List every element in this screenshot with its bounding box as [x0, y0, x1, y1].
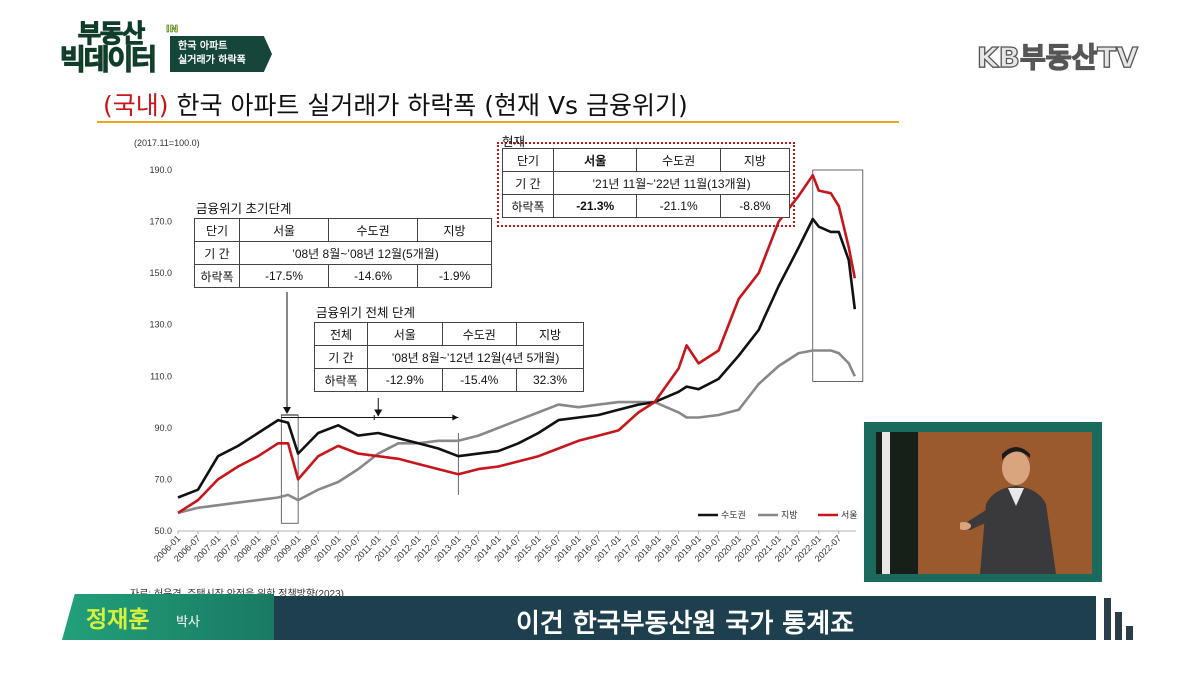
y-tick-label: 110.0	[150, 371, 172, 381]
y-tick-label: 190.0	[149, 165, 172, 175]
speaker-figure	[960, 447, 1056, 574]
table-row: 전체 서울 수도권 지방	[314, 322, 584, 346]
table-row: 기 간 ’08년 8월~’08년 12월(5개월)	[194, 241, 492, 265]
legend-label: 서울	[841, 510, 858, 520]
title-underline	[97, 121, 899, 123]
table-cell: ’08년 8월~’08년 12월(5개월)	[239, 241, 492, 265]
y-axis: 50.0 70.0 90.0 110.0 130.0 150.0 170.0 190.0	[149, 165, 172, 536]
table-initial-caption: 금융위기 초기단계	[196, 202, 292, 216]
table-row: 기 간 ’08년 8월~’12년 12월(4년 5개월)	[314, 345, 584, 369]
table-cell: -8.8%	[719, 194, 791, 218]
bars-logo-icon	[1104, 598, 1133, 640]
table-current-caption: 현재	[502, 135, 526, 149]
y-tick-label: 170.0	[149, 217, 172, 227]
background-pillar	[882, 432, 890, 574]
table-row: 단기 서울 수도권 지방	[502, 148, 791, 172]
speaker-role: 박사	[176, 615, 200, 630]
table-cell: 수도권	[328, 218, 419, 242]
index-note: (2017.11=100.0)	[134, 138, 200, 148]
logo-line2: 빅데이터	[59, 42, 157, 76]
table-cell: -14.6%	[328, 264, 419, 288]
y-tick-label: 90.0	[154, 423, 172, 433]
speaker-name: 정재훈	[86, 607, 150, 633]
table-cell: 지방	[516, 322, 584, 346]
slide-title-prefix: (국내)	[103, 91, 169, 120]
table-cell: 하락폭	[194, 264, 240, 288]
subtitle-text: 이건 한국부동산원 국가 통계죠	[515, 609, 855, 639]
table-cell: 수도권	[636, 148, 721, 172]
chart-annotations	[280, 169, 864, 524]
full-span-arrow-head	[452, 414, 459, 421]
table-cell: -15.4%	[441, 368, 518, 392]
table-cell: 단기	[502, 148, 554, 172]
table-cell: -17.5%	[238, 264, 330, 288]
legend-label: 지방	[781, 510, 798, 520]
table-cell: -21.1%	[636, 194, 721, 218]
series-line-수도권	[177, 217, 857, 499]
table-cell: 서울	[238, 218, 330, 242]
logo-line1-suffix: IN	[166, 24, 179, 36]
table-cell: 하락폭	[314, 368, 368, 392]
table-cell: 32.3%	[516, 368, 584, 392]
table-cell: 하락폭	[502, 194, 554, 218]
name-plate	[62, 594, 274, 640]
episode-tag-line1: 한국 아파트	[178, 41, 228, 52]
table-cell: 기 간	[194, 241, 240, 265]
table-cell: 단기	[194, 218, 240, 242]
slide-title-text: 한국 아파트 실거래가 하락폭 (현재 Vs 금융위기)	[168, 91, 688, 120]
table-row: 하락폭 -17.5% -14.6% -1.9%	[194, 264, 492, 288]
table-cell: 지방	[417, 218, 492, 242]
episode-tag-line2: 실거래가 하락폭	[178, 55, 246, 66]
y-tick-label: 130.0	[149, 320, 172, 330]
table-cell: -1.9%	[417, 264, 492, 288]
y-tick-label: 150.0	[149, 268, 172, 278]
speaker-video	[876, 432, 1092, 574]
subtitle-bar	[274, 596, 1096, 640]
table-cell: 수도권	[441, 322, 518, 346]
table-current: 단기 서울 수도권 지방 기 간 ’21년 11월~’22년 11월(13개월)…	[502, 148, 791, 218]
table-cell: ’21년 11월~’22년 11월(13개월)	[553, 171, 790, 195]
price-index-chart: (2017.11=100.0) 50.0 70.0 90.0 110.0 130.0 15…	[134, 138, 864, 564]
logo-line1: 부동산	[77, 18, 145, 48]
y-tick-label: 50.0	[154, 526, 172, 536]
current-highlight-box	[497, 142, 795, 227]
y-tick-label: 70.0	[154, 474, 172, 484]
initial-arrow-head	[283, 406, 291, 414]
channel-logo: KB부동산TV	[976, 40, 1138, 74]
table-full: 전체 서울 수도권 지방 기 간 ’08년 8월~’12년 12월(4년 5개월…	[314, 322, 584, 392]
episode-tag: 한국 아파트 실거래가 하락폭	[170, 36, 272, 72]
speaker-video-inset	[864, 422, 1102, 582]
table-cell: -21.3%	[552, 194, 638, 218]
table-cell: 지방	[719, 148, 791, 172]
legend-label: 수도권	[721, 509, 746, 520]
table-cell: 전체	[314, 322, 368, 346]
table-cell: ’08년 8월~’12년 12월(4년 5개월)	[367, 345, 584, 369]
x-axis: 2006-012006-072007-012007-072008-012008-…	[152, 530, 856, 564]
table-row: 하락폭 -21.3% -21.1% -8.8%	[502, 194, 791, 218]
table-row: 기 간 ’21년 11월~’22년 11월(13개월)	[502, 171, 790, 195]
table-cell: 서울	[552, 148, 638, 172]
legend: 수도권 지방 서울	[698, 509, 858, 520]
table-cell: -12.9%	[367, 368, 443, 392]
table-initial: 단기 서울 수도권 지방 기 간 ’08년 8월~’08년 12월(5개월) 하…	[194, 218, 492, 288]
table-cell: 기 간	[314, 345, 368, 369]
slide-title: (국내) 한국 아파트 실거래가 하락폭 (현재 Vs 금융위기)	[103, 86, 688, 122]
table-cell: 기 간	[502, 171, 554, 195]
full-arrow-head	[374, 409, 383, 417]
series-line-지방	[177, 349, 856, 515]
table-cell: 서울	[367, 322, 443, 346]
table-full-caption: 금융위기 전체 단계	[316, 306, 415, 320]
table-row: 하락폭 -12.9% -15.4% 32.3%	[314, 368, 584, 392]
current-period-box	[812, 169, 864, 382]
show-logo: 부동산 IN 빅데이터	[56, 18, 178, 76]
table-row: 단기 서울 수도권 지방	[194, 218, 492, 242]
